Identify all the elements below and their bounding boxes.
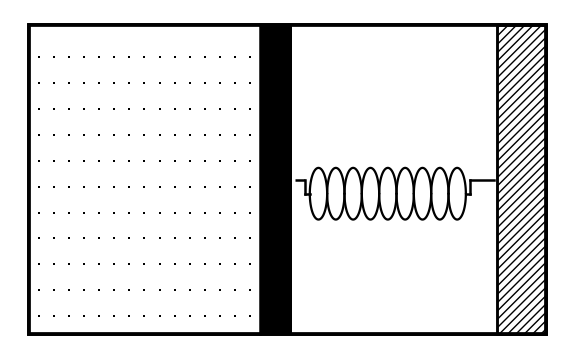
Bar [292,25,497,334]
Bar [29,25,546,334]
Bar [497,25,546,334]
Bar [260,25,292,334]
Bar [29,25,546,334]
Bar [29,25,260,334]
